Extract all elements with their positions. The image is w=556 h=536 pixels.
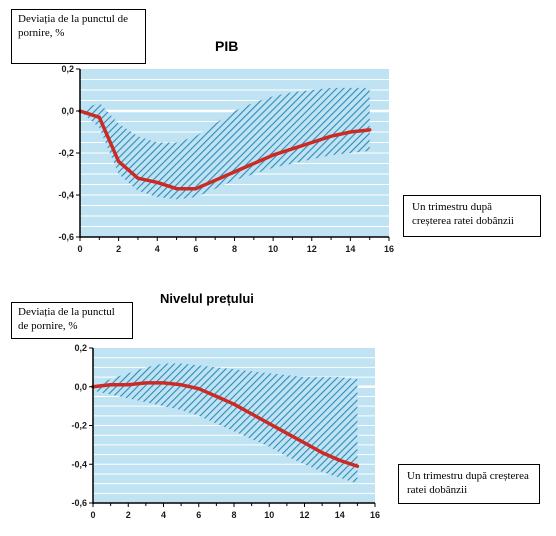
x-axis-label: Un trimestru după creșterea ratei dobânz… [407, 470, 529, 496]
y-axis-label: Deviația de la punctul de pornire, % [18, 306, 115, 332]
x-tick-label: 4 [161, 510, 166, 520]
series-line [91, 381, 360, 468]
x-tick-label: 8 [231, 510, 236, 520]
y-tick-label: -0,2 [71, 421, 87, 431]
x-tick-label: 4 [155, 244, 160, 254]
y-tick-label: -0,4 [58, 190, 74, 200]
x-tick-label: 14 [335, 510, 345, 520]
x-tick-label: 8 [232, 244, 237, 254]
ylabel-box-nivelul-pretului: Deviația de la punctul de pornire, % [11, 302, 133, 339]
x-tick-label: 16 [384, 244, 394, 254]
y-tick-label: -0,6 [58, 232, 74, 242]
x-tick-label: 12 [299, 510, 309, 520]
x-axis-label: Un trimestru după creșterea ratei dobânz… [412, 201, 514, 227]
y-axis-label: Deviația de la punctul de pornire, % [18, 13, 128, 39]
confidence-band [80, 87, 370, 200]
x-tick-label: 10 [268, 244, 278, 254]
chart-title-nivelul-pretului: Nivelul prețului [160, 291, 254, 306]
xlabel-box-nivelul-pretului: Un trimestru după creșterea ratei dobânz… [398, 464, 540, 504]
x-tick-label: 14 [345, 244, 355, 254]
y-tick-label: -0,6 [71, 498, 87, 508]
y-tick-label: 0,0 [61, 106, 74, 116]
x-tick-label: 6 [196, 510, 201, 520]
x-tick-label: 0 [90, 510, 95, 520]
y-tick-label: 0,2 [61, 64, 74, 74]
chart-nivelul-pretului: 0 2 4 6 8 10 12 14 16 0,2 0,0 -0,2 -0,4 -0,6 [71, 343, 380, 520]
chart-pib: 0 2 4 6 8 10 12 14 16 0,2 0,0 -0,2 -0,4 -0,6 [58, 64, 394, 254]
y-tick-label: -0,4 [71, 459, 87, 469]
y-tick-label: 0,0 [74, 382, 87, 392]
chart-title-pib: PIB [215, 38, 239, 54]
x-tick-label: 0 [77, 244, 82, 254]
confidence-band [93, 363, 358, 484]
series-line [78, 109, 372, 191]
x-tick-label: 10 [264, 510, 274, 520]
x-tick-label: 16 [370, 510, 380, 520]
x-tick-label: 2 [126, 510, 131, 520]
ylabel-box-pib: Deviația de la punctul de pornire, % [11, 9, 146, 64]
y-tick-label: -0,2 [58, 148, 74, 158]
x-tick-label: 6 [193, 244, 198, 254]
x-tick-label: 2 [116, 244, 121, 254]
x-tick-label: 12 [307, 244, 317, 254]
xlabel-box-pib: Un trimestru după creșterea ratei dobânz… [403, 195, 541, 237]
y-tick-label: 0,2 [74, 343, 87, 353]
